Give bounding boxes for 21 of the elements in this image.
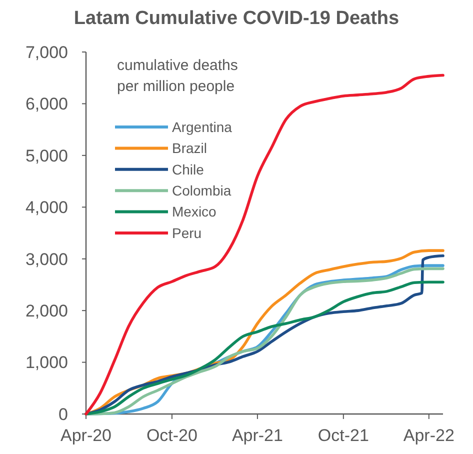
x-tick-label: Oct-21 (318, 426, 369, 445)
legend-label: Chile (172, 161, 204, 178)
x-tick-label: Apr-20 (60, 426, 112, 445)
y-tick-label: 7,000 (25, 42, 68, 62)
legend-label: Colombia (172, 182, 232, 198)
y-tick-label: 6,000 (25, 94, 68, 114)
y-axis-title: cumulative deaths per million people (117, 57, 238, 95)
chart-title: Latam Cumulative COVID-19 Deaths (74, 8, 400, 29)
y-tick-label: 4,000 (25, 198, 68, 218)
x-tick-label: Apr-22 (403, 426, 454, 445)
x-tick-label: Apr-21 (232, 426, 283, 445)
legend-label: Mexico (172, 204, 217, 220)
x-tick-label: Oct-20 (146, 426, 198, 445)
legend-label: Argentina (172, 118, 232, 135)
y-tick-label: 1,000 (25, 353, 68, 372)
y-tick-label: 0 (58, 404, 68, 424)
legend-label: Brazil (172, 140, 208, 156)
y-tick-label: 5,000 (25, 146, 68, 166)
y-tick-label: 3,000 (25, 250, 68, 269)
legend-label: Peru (172, 224, 202, 241)
y-tick-label: 2,000 (25, 302, 68, 321)
